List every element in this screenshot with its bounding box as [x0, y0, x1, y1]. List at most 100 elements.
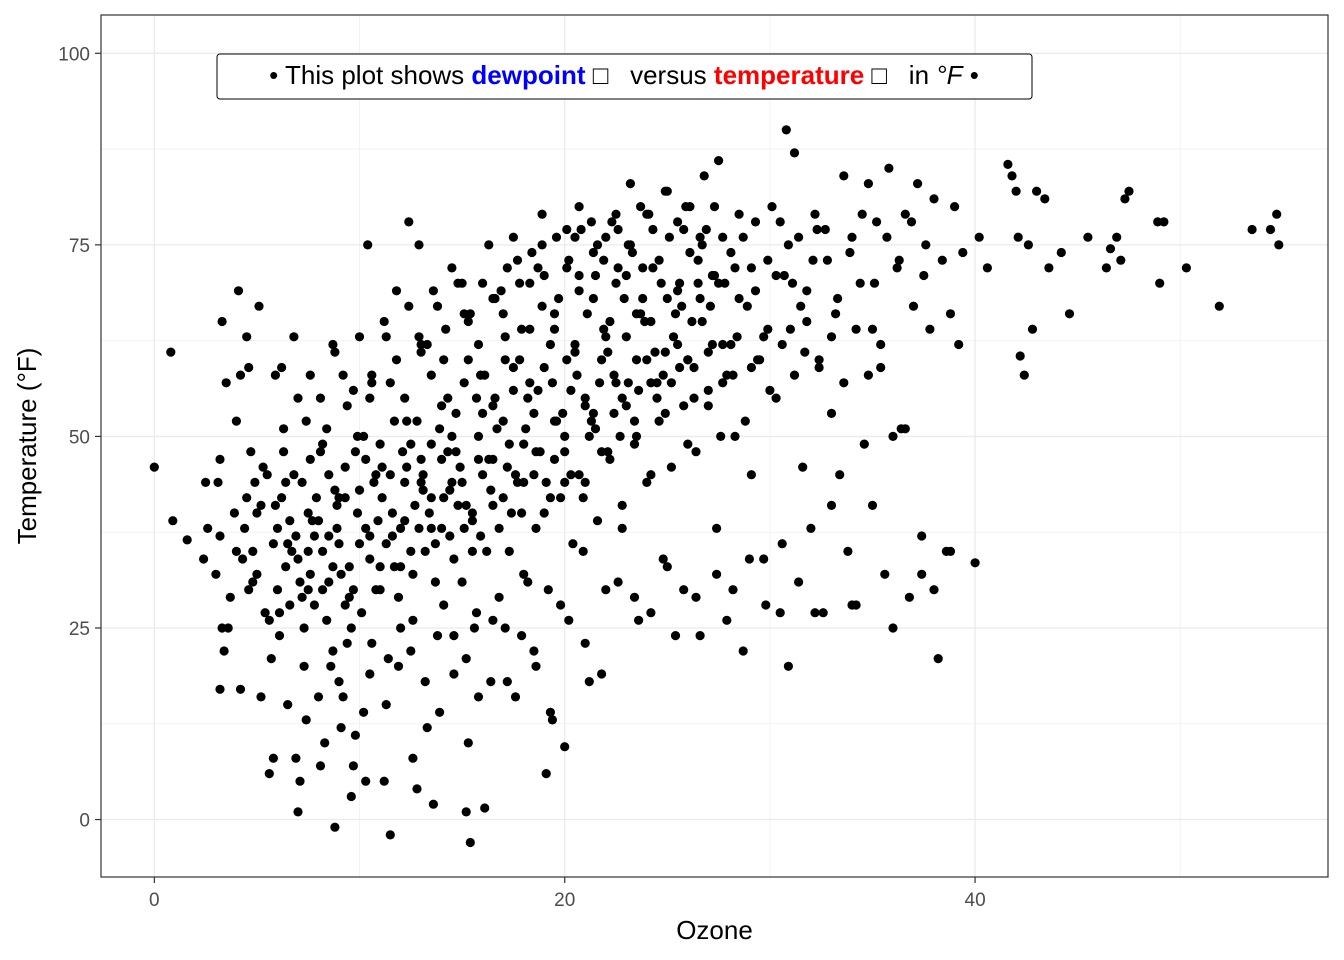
data-point: [488, 615, 498, 625]
data-point: [642, 355, 652, 365]
data-point: [592, 240, 603, 250]
data-point: [400, 477, 410, 487]
data-point: [488, 500, 498, 510]
data-point: [709, 202, 720, 212]
data-point: [785, 324, 796, 334]
data-point: [615, 431, 625, 441]
data-point: [471, 608, 482, 618]
data-point: [396, 562, 406, 572]
data-point: [318, 585, 328, 595]
data-point: [718, 378, 728, 388]
data-point: [869, 278, 880, 288]
data-point: [818, 608, 828, 618]
data-point: [531, 523, 541, 534]
data-point: [1083, 232, 1093, 242]
data-point: [242, 493, 252, 503]
data-point: [240, 523, 250, 534]
data-point: [498, 416, 508, 426]
data-point: [303, 546, 313, 557]
data-point: [950, 202, 960, 212]
data-point: [418, 485, 428, 495]
data-point: [510, 692, 521, 702]
data-point: [305, 454, 315, 464]
data-point: [338, 370, 348, 380]
data-point: [556, 600, 566, 610]
data-point: [496, 286, 506, 296]
data-point: [504, 439, 514, 449]
data-point: [1023, 240, 1033, 250]
data-point: [412, 784, 422, 794]
data-point: [512, 477, 523, 487]
data-point: [354, 539, 365, 549]
data-point: [742, 301, 752, 311]
data-point: [691, 447, 701, 457]
data-point: [283, 539, 293, 549]
data-point: [350, 730, 360, 740]
data-point: [646, 470, 656, 480]
data-point: [695, 631, 705, 641]
data-point: [309, 531, 319, 541]
data-point: [352, 431, 363, 441]
data-point: [508, 232, 518, 242]
data-point: [835, 470, 845, 480]
data-point: [465, 837, 475, 848]
data-point: [1116, 255, 1126, 265]
data-point: [295, 776, 305, 786]
data-point: [357, 608, 367, 618]
data-point: [416, 339, 426, 350]
data-point: [318, 439, 328, 449]
data-point: [404, 217, 414, 227]
data-point: [919, 270, 929, 281]
data-point: [334, 677, 344, 687]
data-point: [673, 339, 683, 350]
data-point: [439, 355, 449, 365]
data-point: [264, 769, 274, 779]
data-point: [570, 232, 580, 242]
data-point: [574, 286, 584, 296]
data-point: [913, 179, 923, 189]
data-point: [689, 362, 699, 373]
data-point: [315, 393, 326, 403]
data-point: [759, 554, 769, 564]
data-point: [1044, 263, 1054, 273]
data-point: [461, 654, 471, 664]
data-point: [726, 339, 736, 350]
data-point: [814, 355, 824, 365]
data-point: [679, 585, 689, 595]
data-point: [1159, 217, 1169, 227]
data-point: [215, 454, 225, 464]
data-point: [375, 439, 385, 449]
data-point: [611, 209, 621, 219]
data-point: [638, 293, 648, 304]
data-point: [693, 255, 703, 265]
data-point: [361, 776, 371, 786]
data-point: [289, 332, 299, 342]
data-point: [467, 508, 477, 518]
data-point: [839, 378, 849, 388]
data-point: [354, 332, 365, 342]
data-point: [590, 424, 601, 434]
data-point: [549, 454, 560, 464]
data-point: [857, 209, 867, 219]
data-point: [859, 439, 869, 449]
data-point: [381, 700, 391, 710]
data-point: [326, 661, 336, 671]
data-point: [381, 539, 391, 549]
data-point: [712, 569, 722, 579]
data-point: [798, 462, 808, 472]
data-point: [687, 316, 697, 327]
data-point: [295, 577, 305, 587]
data-point: [648, 263, 658, 273]
data-point: [248, 577, 258, 587]
data-point: [611, 378, 621, 388]
data-point: [449, 554, 459, 564]
data-point: [311, 493, 321, 503]
data-point: [412, 416, 422, 426]
data-point: [315, 447, 326, 457]
data-point: [537, 240, 547, 250]
data-point: [453, 278, 463, 288]
data-point: [1247, 224, 1257, 235]
data-point: [703, 385, 713, 395]
data-point: [845, 247, 855, 258]
data-point: [705, 301, 716, 311]
